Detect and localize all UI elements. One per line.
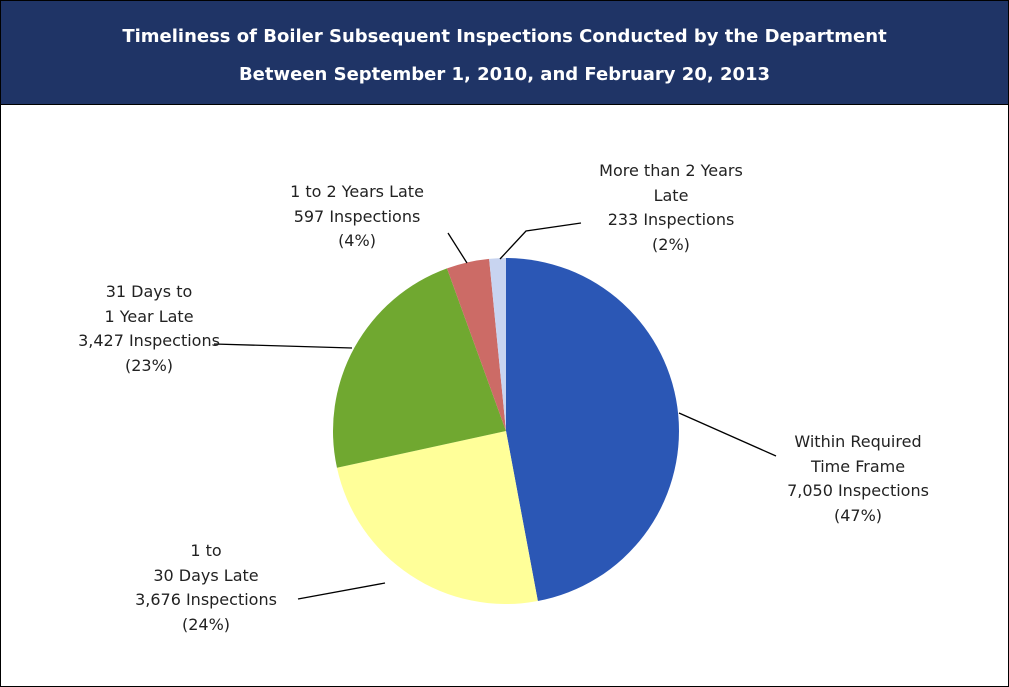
header: Timeliness of Boiler Subsequent Inspecti…	[1, 1, 1008, 105]
percent-label: (47%)	[833, 505, 883, 525]
value-label: 3,676 Inspections	[135, 590, 277, 609]
slice-label: 31 Days to 1 Year Late 3,427 Inspections (…	[78, 280, 220, 378]
percent-label: (24%)	[181, 614, 231, 634]
leader-line	[447, 232, 468, 264]
category-label: 1 to 2 Years Late	[290, 182, 424, 201]
pie-slice	[506, 258, 679, 602]
percent-label: (4%)	[338, 231, 376, 250]
percent-label: (2%)	[652, 234, 690, 254]
pie-slice	[446, 258, 506, 431]
value-label: 7,050 Inspections	[787, 481, 929, 500]
leader-line	[678, 412, 777, 457]
category-label: More than 2 Years Late	[599, 161, 743, 205]
slice-label: 1 to 2 Years Late 597 Inspections (4%)	[290, 180, 424, 254]
slice-label: Within Required Time Frame 7,050 Inspecti…	[787, 430, 929, 528]
leader-line	[297, 582, 386, 600]
pie-slice	[336, 431, 538, 604]
slice-label: More than 2 Years Late 233 Inspections (2%…	[599, 159, 743, 257]
value-label: 233 Inspections	[607, 210, 735, 229]
leader-line	[499, 222, 582, 260]
leader-line	[213, 343, 353, 349]
slice-label: 1 to 30 Days Late 3,676 Inspections (24%)	[135, 539, 277, 637]
chart-title: Timeliness of Boiler Subsequent Inspecti…	[122, 26, 887, 47]
category-label: Within Required Time Frame	[794, 432, 922, 476]
pie-slice	[489, 258, 506, 431]
value-label: 597 Inspections	[293, 206, 421, 226]
percent-label: (23%)	[124, 355, 174, 375]
value-label: 3,427 Inspections	[78, 331, 220, 350]
category-label: 1 to 30 Days Late	[153, 541, 259, 585]
chart-subtitle: Between September 1, 2010, and February …	[238, 64, 771, 85]
pie-slice	[333, 268, 506, 468]
category-label: 31 Days to 1 Year Late	[104, 282, 194, 326]
